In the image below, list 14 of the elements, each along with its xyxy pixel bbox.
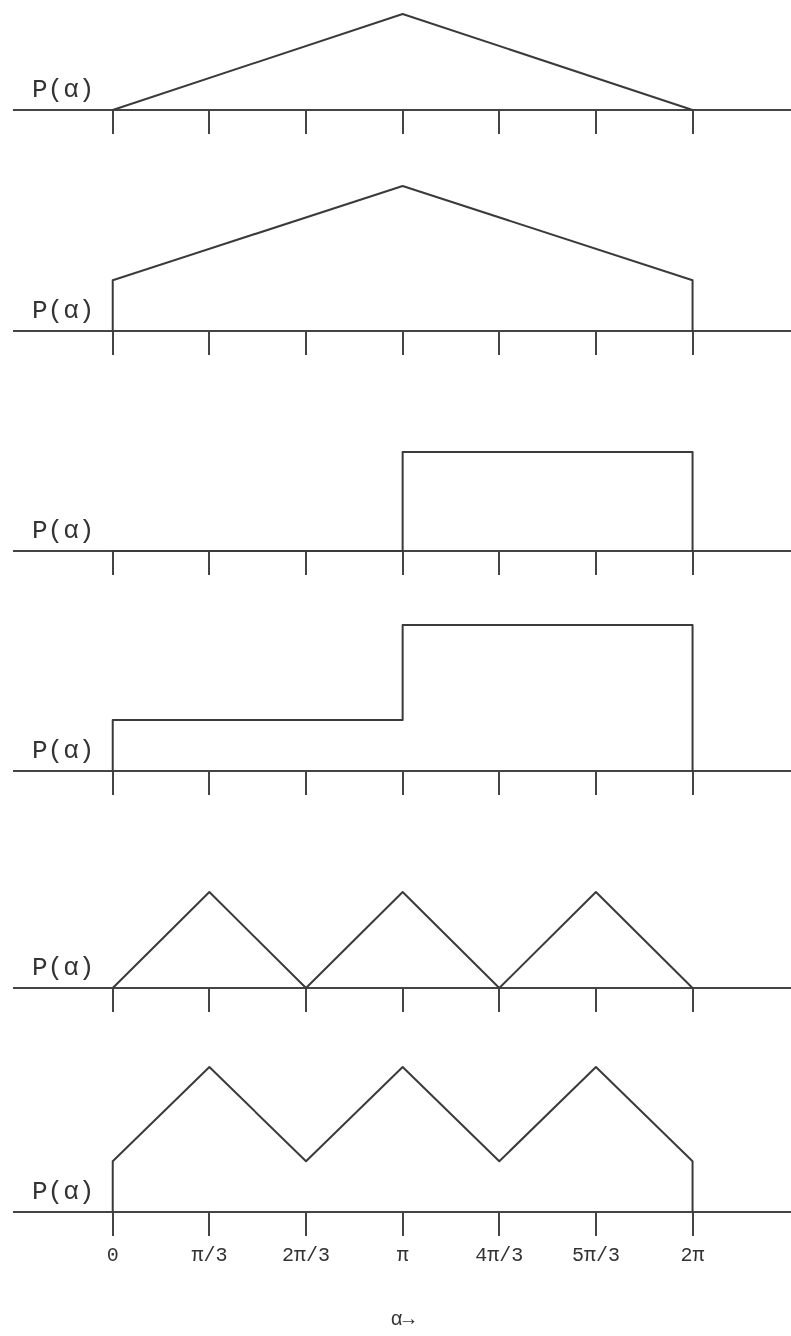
x-tick-label: π/3 (191, 1244, 228, 1268)
x-tick-label: π (396, 1244, 409, 1268)
x-tick-label: 2π (680, 1244, 705, 1268)
y-axis-title: P(α) (32, 736, 95, 766)
y-axis-title: P(α) (32, 75, 95, 105)
y-axis-title: P(α) (32, 296, 95, 326)
y-axis-title: P(α) (32, 953, 95, 983)
y-axis-title: P(α) (32, 516, 95, 546)
x-axis-title: α→ (389, 1308, 416, 1331)
x-tick-label: 2π/3 (282, 1244, 331, 1268)
x-tick-label: 5π/3 (571, 1244, 620, 1268)
x-tick-label: 4π/3 (475, 1244, 524, 1268)
y-axis-title: P(α) (32, 1177, 95, 1207)
x-tick-label: 0 (106, 1244, 119, 1268)
